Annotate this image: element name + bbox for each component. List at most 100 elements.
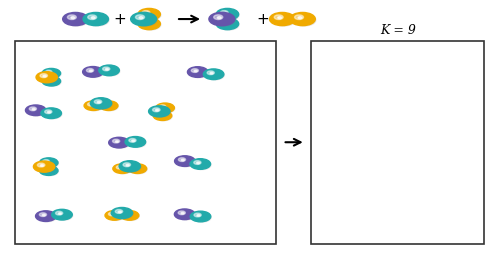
Circle shape xyxy=(213,15,223,20)
Circle shape xyxy=(128,164,146,173)
Circle shape xyxy=(102,103,109,106)
Circle shape xyxy=(90,98,111,109)
Circle shape xyxy=(40,74,47,78)
Circle shape xyxy=(191,69,198,72)
Circle shape xyxy=(156,113,163,116)
Circle shape xyxy=(207,71,214,75)
Circle shape xyxy=(220,11,228,15)
Circle shape xyxy=(123,212,130,216)
Circle shape xyxy=(82,67,103,77)
Circle shape xyxy=(94,100,102,104)
Circle shape xyxy=(212,14,235,26)
Circle shape xyxy=(37,163,45,167)
Circle shape xyxy=(130,12,156,26)
Circle shape xyxy=(40,166,58,176)
Circle shape xyxy=(159,114,162,115)
Circle shape xyxy=(36,72,57,83)
Circle shape xyxy=(105,104,108,105)
Circle shape xyxy=(216,8,238,20)
Circle shape xyxy=(197,215,200,216)
Circle shape xyxy=(45,161,48,162)
Circle shape xyxy=(156,103,174,113)
Circle shape xyxy=(208,12,234,26)
Circle shape xyxy=(115,165,132,174)
Circle shape xyxy=(181,159,184,161)
Circle shape xyxy=(62,12,88,26)
Circle shape xyxy=(105,69,108,70)
Circle shape xyxy=(115,141,118,142)
Circle shape xyxy=(45,70,52,74)
Circle shape xyxy=(139,17,142,19)
Circle shape xyxy=(58,213,61,214)
Circle shape xyxy=(87,15,97,20)
Circle shape xyxy=(190,68,208,78)
Circle shape xyxy=(192,213,211,222)
Circle shape xyxy=(269,12,294,26)
Circle shape xyxy=(126,214,129,215)
Circle shape xyxy=(29,107,37,111)
Circle shape xyxy=(83,12,108,26)
Circle shape xyxy=(126,164,129,166)
Circle shape xyxy=(86,102,103,111)
Circle shape xyxy=(220,20,228,24)
Circle shape xyxy=(48,80,51,81)
Circle shape xyxy=(181,212,184,214)
Circle shape xyxy=(153,111,171,120)
Circle shape xyxy=(125,137,145,147)
Circle shape xyxy=(177,210,195,220)
Circle shape xyxy=(289,12,315,26)
Circle shape xyxy=(131,140,135,141)
Circle shape xyxy=(120,211,139,220)
Circle shape xyxy=(25,105,46,116)
Circle shape xyxy=(111,208,132,219)
Circle shape xyxy=(114,209,133,219)
Circle shape xyxy=(41,159,59,168)
Circle shape xyxy=(116,166,122,169)
Circle shape xyxy=(66,14,89,26)
Circle shape xyxy=(41,108,61,119)
Circle shape xyxy=(193,161,201,164)
Bar xyxy=(15,41,276,244)
Circle shape xyxy=(43,109,62,119)
Circle shape xyxy=(32,108,35,110)
Circle shape xyxy=(28,106,46,116)
Circle shape xyxy=(123,163,130,167)
Circle shape xyxy=(209,72,213,74)
Circle shape xyxy=(113,164,131,173)
Circle shape xyxy=(93,99,112,109)
Circle shape xyxy=(141,10,161,20)
Circle shape xyxy=(272,14,295,26)
Circle shape xyxy=(223,12,226,14)
Circle shape xyxy=(99,101,118,110)
Circle shape xyxy=(36,163,55,172)
Circle shape xyxy=(190,211,210,222)
Circle shape xyxy=(217,17,221,19)
Circle shape xyxy=(219,20,239,30)
Circle shape xyxy=(89,70,92,72)
Circle shape xyxy=(174,209,195,220)
Circle shape xyxy=(223,22,226,24)
Circle shape xyxy=(44,70,61,78)
Text: +: + xyxy=(113,11,126,27)
Circle shape xyxy=(45,78,52,82)
Circle shape xyxy=(122,162,141,172)
Circle shape xyxy=(52,209,72,220)
Circle shape xyxy=(102,67,110,71)
Circle shape xyxy=(67,15,76,20)
Circle shape xyxy=(91,17,95,19)
Circle shape xyxy=(177,157,195,167)
Circle shape xyxy=(151,107,170,117)
Circle shape xyxy=(44,77,61,86)
Circle shape xyxy=(134,167,137,168)
Circle shape xyxy=(119,161,140,172)
Circle shape xyxy=(108,212,115,216)
Circle shape xyxy=(47,111,51,113)
Circle shape xyxy=(119,167,122,168)
Circle shape xyxy=(86,14,109,26)
Circle shape xyxy=(36,211,56,221)
Circle shape xyxy=(131,166,138,169)
Circle shape xyxy=(86,69,93,72)
Circle shape xyxy=(102,102,118,111)
Circle shape xyxy=(187,67,207,77)
Text: +: + xyxy=(256,11,269,27)
